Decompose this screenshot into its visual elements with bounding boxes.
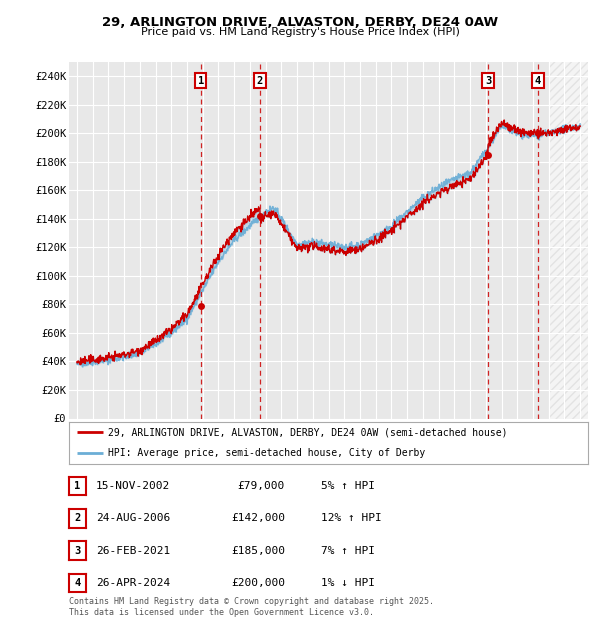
Text: 26-FEB-2021: 26-FEB-2021 bbox=[96, 546, 170, 556]
Text: 24-AUG-2006: 24-AUG-2006 bbox=[96, 513, 170, 523]
Text: £142,000: £142,000 bbox=[231, 513, 285, 523]
Text: 29, ARLINGTON DRIVE, ALVASTON, DERBY, DE24 0AW: 29, ARLINGTON DRIVE, ALVASTON, DERBY, DE… bbox=[102, 16, 498, 29]
Text: 12% ↑ HPI: 12% ↑ HPI bbox=[321, 513, 382, 523]
Text: 4: 4 bbox=[74, 578, 80, 588]
Text: £79,000: £79,000 bbox=[238, 481, 285, 491]
Text: HPI: Average price, semi-detached house, City of Derby: HPI: Average price, semi-detached house,… bbox=[108, 448, 425, 458]
Text: 15-NOV-2002: 15-NOV-2002 bbox=[96, 481, 170, 491]
Text: £185,000: £185,000 bbox=[231, 546, 285, 556]
Text: Contains HM Land Registry data © Crown copyright and database right 2025.
This d: Contains HM Land Registry data © Crown c… bbox=[69, 598, 434, 617]
Text: 1% ↓ HPI: 1% ↓ HPI bbox=[321, 578, 375, 588]
Text: 3: 3 bbox=[485, 76, 491, 86]
Text: 2: 2 bbox=[74, 513, 80, 523]
Bar bbox=[548, 62, 588, 419]
Text: £200,000: £200,000 bbox=[231, 578, 285, 588]
Text: 29, ARLINGTON DRIVE, ALVASTON, DERBY, DE24 0AW (semi-detached house): 29, ARLINGTON DRIVE, ALVASTON, DERBY, DE… bbox=[108, 427, 508, 437]
Bar bbox=[548, 62, 588, 419]
Text: Price paid vs. HM Land Registry's House Price Index (HPI): Price paid vs. HM Land Registry's House … bbox=[140, 27, 460, 37]
Text: 3: 3 bbox=[74, 546, 80, 556]
Text: 5% ↑ HPI: 5% ↑ HPI bbox=[321, 481, 375, 491]
Text: 2: 2 bbox=[257, 76, 263, 86]
Text: 1: 1 bbox=[197, 76, 204, 86]
Text: 1: 1 bbox=[74, 481, 80, 491]
Text: 4: 4 bbox=[535, 76, 541, 86]
Text: 26-APR-2024: 26-APR-2024 bbox=[96, 578, 170, 588]
Text: 7% ↑ HPI: 7% ↑ HPI bbox=[321, 546, 375, 556]
